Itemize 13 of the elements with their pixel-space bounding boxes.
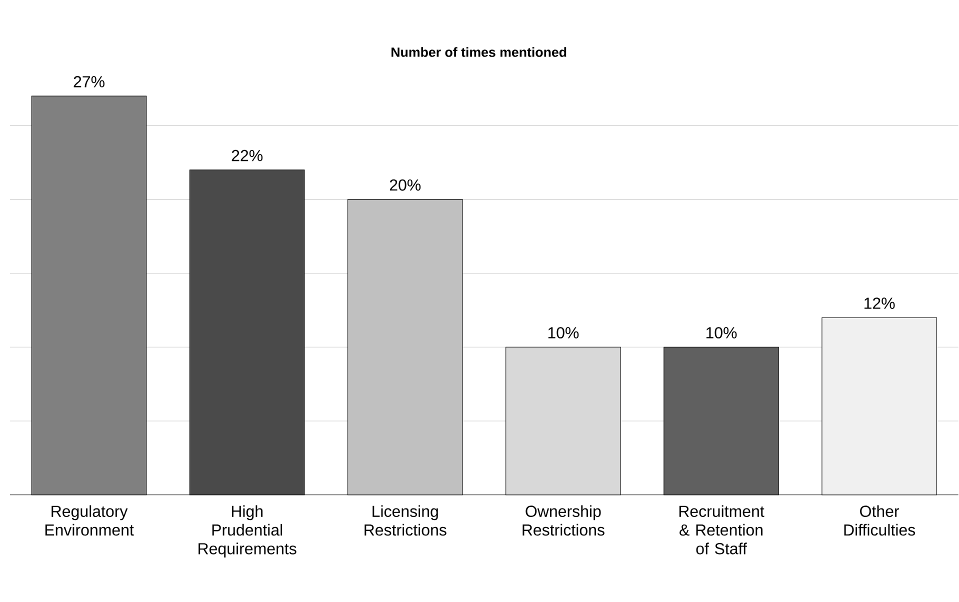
data-label: 20% (390, 180, 421, 191)
data-label: 10% (706, 327, 737, 339)
data-label: 27% (74, 76, 104, 88)
chart-title: Number of times mentioned (392, 47, 566, 58)
data-label: 22% (232, 150, 263, 162)
x-tick-label: Regulatory Environment (45, 505, 134, 536)
x-tick-label: Ownership Restrictions (522, 505, 604, 536)
data-label: 12% (864, 298, 895, 310)
x-tick-label: Other Difficulties (844, 505, 916, 536)
x-tick-label: Licensing Restrictions (364, 505, 446, 536)
x-tick-label: High Prudential Requirements (198, 505, 296, 558)
data-label: 10% (548, 327, 579, 339)
x-tick-label: Recruitment & Retention of Staff (679, 505, 764, 555)
